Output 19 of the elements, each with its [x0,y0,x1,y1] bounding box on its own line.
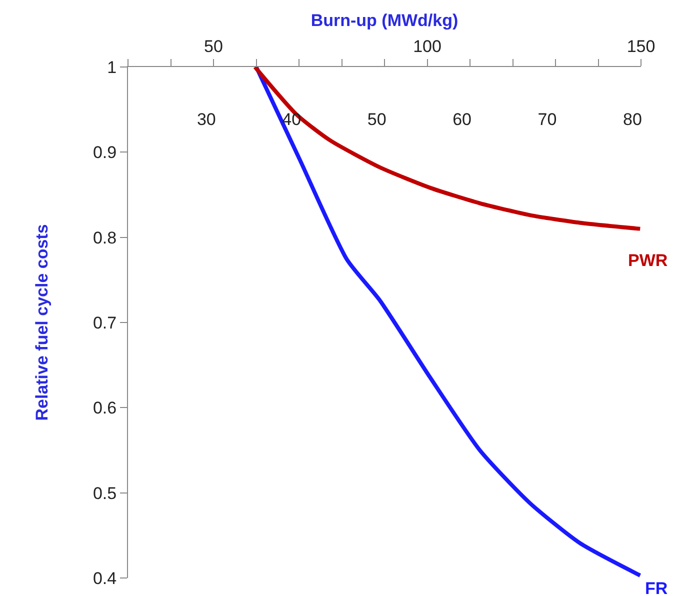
y-tick-label: 0.5 [92,484,117,503]
x-tick-label: 100 [413,37,442,56]
x-tick-label: 50 [204,37,223,56]
y-tick-label: 0.7 [92,313,117,332]
y-tick-label: 0.6 [92,398,117,418]
x2-tick-label: 70 [538,110,557,129]
x2-tick-label: 50 [367,110,386,129]
y-tick-label: 0.9 [92,143,117,162]
series-label: FR [645,579,668,596]
x2-tick-label: 80 [623,110,642,129]
y-tick-label: 0.4 [92,568,117,588]
x2-tick-label: 60 [452,110,472,129]
x2-tick-label: 30 [196,110,216,129]
y-tick-label: 0.8 [92,228,117,248]
x-tick-label: 150 [626,37,656,56]
y-axis-title: Relative fuel cycle costs [32,224,52,421]
x-axis-title: Burn-up (MWd/kg) [310,10,458,30]
y-tick-label: 1 [107,58,117,77]
series-label: PWR [628,251,668,270]
